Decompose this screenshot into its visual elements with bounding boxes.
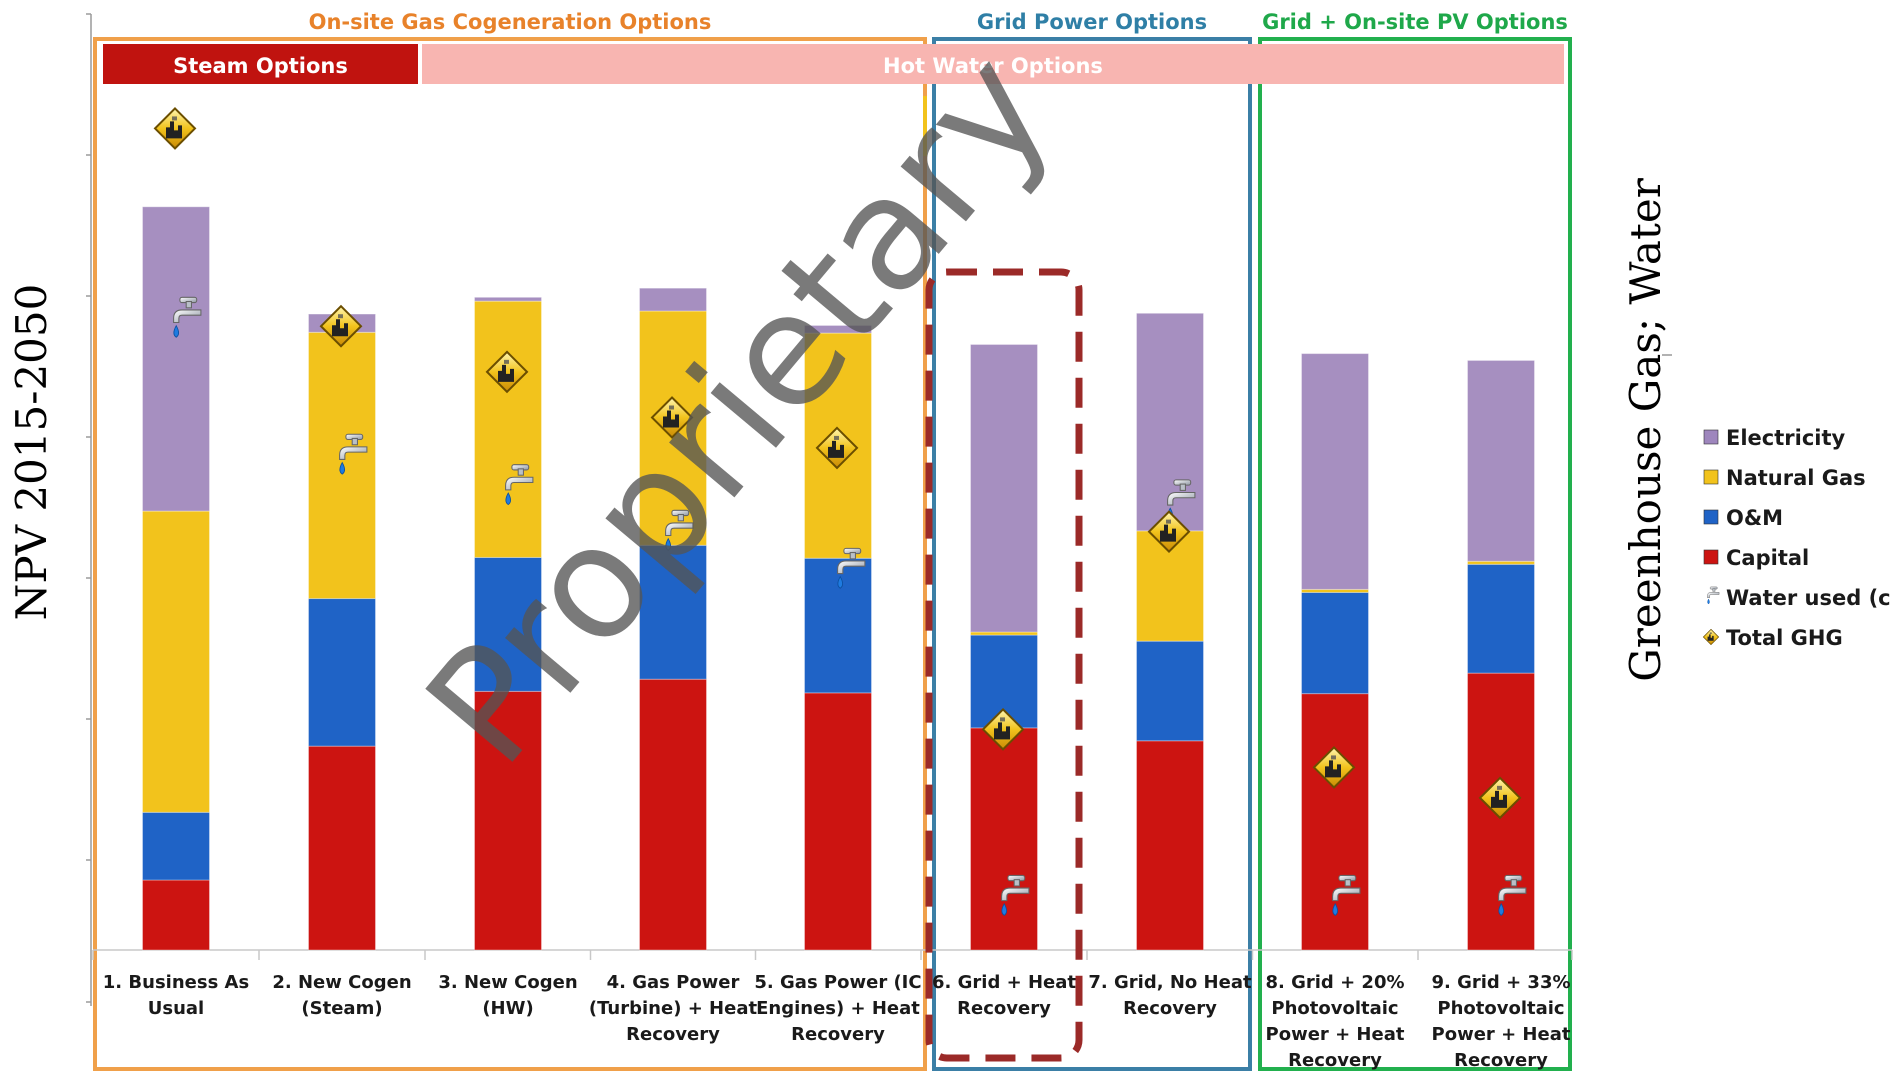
category-label: Recovery [1288,1050,1382,1071]
ghg-diamond-icon [650,396,694,439]
category-label: 8. Grid + 20% [1265,972,1404,993]
bar-segment-o-m [1136,640,1204,742]
faucet-icon [1167,479,1196,521]
bar-segment-o-m [142,811,210,881]
subgroup-label-1: Steam Options [173,54,348,78]
legend-swatch [1703,469,1719,485]
faucet-icon [339,433,368,475]
ghg-diamond-icon [319,304,363,348]
group-frame-1 [93,37,927,1071]
category-label: Recovery [957,998,1051,1019]
bar-segment-o-m [639,544,707,680]
category-label: Recovery [791,1024,885,1045]
faucet-icon [1707,586,1720,605]
bar-segment-o-m [474,556,542,692]
category-label: (Steam) [301,998,382,1019]
category-label: Usual [148,998,204,1019]
category-label: 9. Grid + 33% [1431,972,1570,993]
category-label: Recovery [1123,998,1217,1019]
subgroup-label-2: Hot Water Options [883,54,1103,78]
bar-segment-natural-gas [142,510,210,813]
group-frame-2 [932,37,1252,1071]
subgroup-banner-2 [422,44,1564,84]
legend-swatch [1703,549,1719,565]
category-label: Recovery [1454,1050,1548,1071]
legend-label: Electricity [1726,426,1846,450]
category-label: 6. Grid + Heat [932,972,1076,993]
faucet-icon [1498,874,1527,916]
category-label: 2. New Cogen [272,972,411,993]
bar-segment-electricity [804,324,872,334]
legend-label: O&M [1726,506,1783,530]
bar-segment-capital [970,727,1038,951]
bar-segment-electricity [639,287,707,312]
group-frames: On-site Gas Cogeneration Options Grid Pow… [93,10,1572,1071]
bar-segment-o-m [308,598,376,747]
faucet-icon [1332,874,1361,916]
category-labels: 1. Business As Usual 2. New Cogen (Steam) 3.… [103,972,1571,1071]
subgroup-banner-1 [103,44,418,84]
ghg-diamond-icon [1478,776,1522,820]
highlight-box [925,268,1083,1062]
category-label: Engines) + Heat [756,998,920,1019]
faucet-icon [665,509,694,551]
legend-label: Capital [1726,546,1809,570]
category-label: Photovoltaic [1271,998,1398,1019]
category-label: 1. Business As [103,972,249,993]
bar-segment-electricity [970,343,1038,633]
ghg-diamond-icon [153,107,197,150]
bar-segment-o-m [804,557,872,694]
ghg-diamond-icon [485,350,529,394]
ghg-diamond-icon [1702,628,1720,646]
bar-segment-electricity [142,206,210,512]
bar-segment-capital [142,879,210,951]
legend-swatch [1703,509,1719,525]
y2-axis-label: Greenhouse Gas; Water [1621,177,1670,681]
bar-segment-o-m [1467,563,1535,674]
category-label: 3. New Cogen [438,972,577,993]
faucet-icon [173,296,202,338]
group-title-3: Grid + On-site PV Options [1262,10,1568,34]
ghg-diamond-icon [1312,746,1356,789]
category-label: Recovery [626,1024,720,1045]
bar-segment-electricity [474,296,542,302]
legend-label: Natural Gas [1726,466,1866,490]
bar-segment-capital [639,678,707,951]
group-title-2: Grid Power Options [977,10,1207,34]
faucet-icon [1001,874,1030,916]
faucet-icon [837,547,866,589]
category-label: Power + Heat [1432,1024,1571,1045]
category-label: (HW) [482,998,533,1019]
category-label: Power + Heat [1266,1024,1405,1045]
bar-segment-o-m [1301,591,1369,695]
y-axis-label: NPV 2015-2050 [7,284,56,621]
bar-segment-capital [474,690,542,951]
bar-segment-capital [804,692,872,951]
bar-segment-electricity [1467,359,1535,562]
marker-layer [153,107,1527,916]
legend-label: Total GHG [1726,626,1843,650]
legend: Electricity Natural Gas O&M Capital Water us… [1662,354,1890,650]
group-title-1: On-site Gas Cogeneration Options [309,10,712,34]
ghg-diamond-icon [1147,510,1191,554]
bar-segment-capital [1136,740,1204,951]
category-label: Photovoltaic [1437,998,1564,1019]
bar-segment-natural-gas [474,300,542,558]
legend-label: Water used (ccf) [1726,586,1890,610]
group-frame-3 [1258,37,1572,1071]
ghg-diamond-icon [981,707,1025,751]
divider-accent [923,96,927,156]
legend-swatch [1703,429,1719,445]
category-label: 7. Grid, No Heat [1088,972,1252,993]
faucet-icon [505,464,534,506]
bar-segment-capital [308,745,376,951]
category-label: (Turbine) + Heat [589,998,758,1019]
category-label: 5. Gas Power (IC [754,972,921,993]
ghg-diamond-icon [815,426,859,470]
category-label: 4. Gas Power [607,972,740,993]
bar-segment-electricity [1301,353,1369,590]
